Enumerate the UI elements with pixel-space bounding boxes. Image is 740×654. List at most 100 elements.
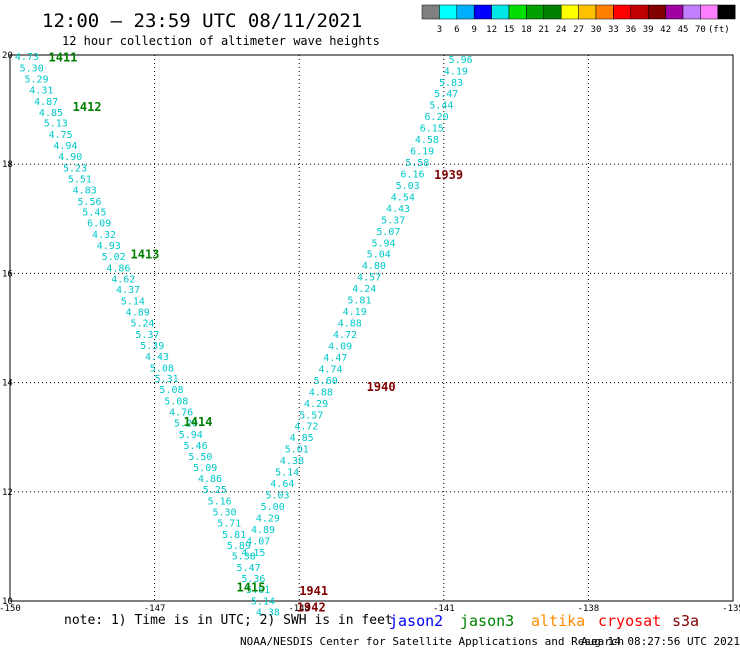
swh-value: 5.44	[429, 101, 453, 112]
swh-value: 4.47	[323, 353, 347, 364]
y-tick-label: 20	[2, 51, 13, 61]
color-scale-label: 15	[504, 25, 515, 35]
color-scale-label: 45	[678, 25, 689, 35]
swh-value: 6.19	[410, 147, 434, 158]
color-scale-label: 30	[591, 25, 602, 35]
swh-value: 4.15	[241, 548, 265, 559]
color-scale-label: 3	[437, 25, 442, 35]
swh-value: 5.30	[20, 64, 44, 75]
color-scale-label: 39	[643, 25, 654, 35]
x-tick-label: -144	[288, 604, 310, 614]
color-swatch	[682, 4, 701, 20]
swh-value: 5.37	[381, 215, 405, 226]
swh-value: 4.29	[304, 399, 328, 410]
swh-value: 4.80	[362, 261, 386, 272]
swh-value: 6.15	[420, 124, 444, 135]
color-swatch	[665, 4, 684, 20]
swh-value: 5.47	[237, 563, 261, 574]
pass-number-label: 1414	[184, 415, 213, 429]
swh-value: 4.07	[246, 536, 270, 547]
swh-value: 4.85	[39, 108, 63, 119]
swh-value: 4.29	[256, 513, 280, 524]
swh-value: 4.31	[29, 85, 53, 96]
color-swatch	[595, 4, 614, 20]
swh-value: 6.16	[400, 169, 424, 180]
swh-value: 5.16	[208, 497, 232, 508]
x-tick-label: -135	[722, 604, 740, 614]
swh-value: 5.51	[68, 174, 92, 185]
swh-value: 4.57	[357, 273, 381, 284]
swh-value: 5.14	[275, 468, 299, 479]
color-swatch	[456, 4, 475, 20]
color-swatch	[526, 4, 545, 20]
swh-value: 4.37	[116, 285, 140, 296]
swh-value: 5.30	[212, 507, 236, 518]
color-swatch	[613, 4, 632, 20]
y-tick-label: 18	[2, 160, 13, 170]
swh-value: 5.61	[246, 585, 270, 596]
color-scale-label: 6	[454, 25, 459, 35]
color-swatch	[491, 4, 510, 20]
swh-value: 5.94	[179, 430, 203, 441]
swh-value: 5.14	[251, 596, 275, 607]
legend-entry-cryosat: cryosat	[598, 612, 661, 630]
y-tick-label: 12	[2, 488, 13, 498]
swh-value: 5.03	[265, 491, 289, 502]
swh-value: 5.00	[261, 502, 285, 513]
y-tick-label: 14	[2, 379, 13, 389]
swh-value: 4.72	[294, 422, 318, 433]
color-scale-label: 21	[538, 25, 549, 35]
swh-value: 4.93	[97, 241, 121, 252]
swh-value: 4.24	[352, 284, 376, 295]
swh-value: 4.74	[318, 364, 342, 375]
satellite-legend: jason2 jason3 altika cryosat s3a	[389, 612, 699, 630]
color-scale-label: 12	[486, 25, 497, 35]
swh-value: 5.23	[63, 163, 87, 174]
color-swatch	[647, 4, 666, 20]
color-swatch	[473, 4, 492, 20]
swh-value: 4.62	[111, 274, 135, 285]
axis-ticks: -150 -147 -144 -141 -138 -135 10 12 14 16 18 20	[0, 51, 740, 614]
swh-value: 5.01	[285, 445, 309, 456]
color-swatch	[439, 4, 458, 20]
swh-value: 5.56	[77, 197, 101, 208]
swh-value: 5.45	[82, 208, 106, 219]
swh-value: 4.73	[15, 52, 39, 63]
swh-value: 5.02	[102, 252, 126, 263]
chart-title: 12:00 – 23:59 UTC 08/11/2021	[42, 10, 362, 32]
swh-value: 4.38	[280, 456, 304, 467]
pass-annotations: 1411 1412 1413 1414 1415 1939 1940 1941 1942	[49, 51, 464, 615]
pass-number-label: 1942	[297, 601, 326, 615]
swh-value: 4.88	[309, 387, 333, 398]
plot-frame	[9, 54, 734, 602]
pass-number-label: 1415	[237, 580, 266, 594]
swh-value: 5.24	[131, 319, 155, 330]
chart-subtitle: 12 hour collection of altimeter wave hei…	[62, 34, 380, 48]
swh-value: 5.08	[159, 385, 183, 396]
pass-number-label: 1939	[434, 168, 463, 182]
plot-border	[9, 54, 734, 602]
swh-value: 5.07	[376, 227, 400, 238]
swh-value: 4.83	[73, 185, 97, 196]
legend-entry-jason2: jason2	[389, 612, 443, 630]
swh-value: 4.19	[444, 66, 468, 77]
swh-value: 4.76	[169, 408, 193, 419]
swh-value: 5.81	[347, 296, 371, 307]
swh-value: 6.09	[87, 219, 111, 230]
color-swatch	[560, 4, 579, 20]
swh-value: 4.86	[106, 263, 130, 274]
swh-value: 4.88	[338, 319, 362, 330]
generated-timestamp: Aug 14 08:27:56 UTC 2021	[581, 635, 740, 648]
swh-value: 5.71	[217, 518, 241, 529]
swh-value: 5.31	[155, 374, 179, 385]
swh-value: 5.47	[434, 89, 458, 100]
color-scale-label: 33	[608, 25, 619, 35]
swh-value: 4.58	[415, 135, 439, 146]
swh-value: 5.81	[222, 530, 246, 541]
legend-entry-jason3: jason3	[460, 612, 514, 630]
y-tick-label: 10	[2, 597, 13, 607]
grid-lines	[10, 55, 733, 601]
y-tick-label: 16	[2, 269, 13, 279]
